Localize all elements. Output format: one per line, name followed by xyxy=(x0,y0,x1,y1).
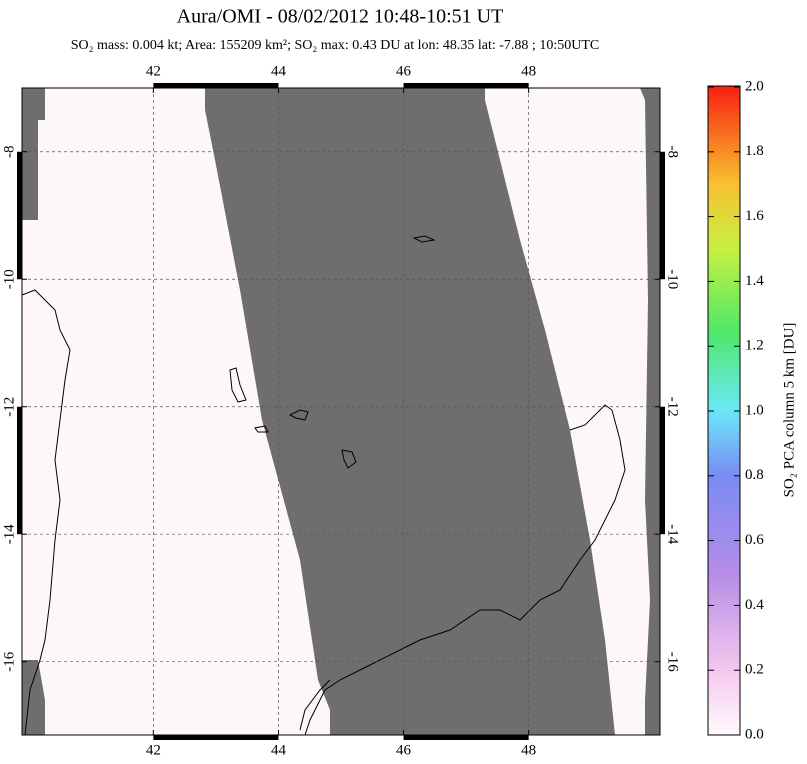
colorbar-tick-label: 1.2 xyxy=(745,338,764,354)
coastline xyxy=(22,235,626,735)
colorbar-tick-label: 1.8 xyxy=(745,143,764,159)
no-data xyxy=(640,88,660,735)
colorbar-label: SO₂ PCA column 5 km [DU] xyxy=(781,323,797,498)
frame-segment xyxy=(403,735,529,740)
y-tick-label: -14 xyxy=(1,524,17,544)
colorbar-tick-label: 0.0 xyxy=(745,726,764,742)
y-tick-label: -12 xyxy=(1,397,17,417)
y-tick-label: -14 xyxy=(665,524,681,544)
y-tick-label: -10 xyxy=(665,269,681,289)
colorbar-tick-label: 1.0 xyxy=(745,402,764,418)
frame-segment xyxy=(153,83,279,88)
frame-segment xyxy=(17,406,22,535)
map-area xyxy=(22,88,660,735)
y-tick-label: -16 xyxy=(1,651,17,671)
no-data xyxy=(22,88,45,220)
x-tick-label: 48 xyxy=(521,63,536,79)
subtitle: SO₂ mass: 0.004 kt; Area: 155209 km²; SO… xyxy=(71,38,599,53)
frame-segment xyxy=(153,735,279,740)
x-tick-label: 48 xyxy=(521,742,536,758)
x-tick-label: 44 xyxy=(271,742,287,758)
title: Aura/OMI - 08/02/2012 10:48-10:51 UT xyxy=(177,6,504,28)
no-data-swath xyxy=(205,88,615,735)
frame-segment xyxy=(660,406,665,535)
no-data xyxy=(22,660,45,735)
colorbar-tick-label: 0.6 xyxy=(745,532,764,548)
x-tick-label: 44 xyxy=(271,63,287,79)
frame-segment xyxy=(660,151,665,280)
colorbar-tick-label: 0.8 xyxy=(745,467,764,483)
y-tick-label: -16 xyxy=(665,652,681,672)
y-tick-label: -10 xyxy=(1,269,17,289)
colorbar-tick-label: 1.4 xyxy=(745,273,764,289)
frame-segment xyxy=(403,83,529,88)
frame-segment xyxy=(17,151,22,280)
colorbar-tick-label: 1.6 xyxy=(745,208,764,224)
colorbar-tick-label: 2.0 xyxy=(745,78,764,94)
colorbar-tick-label: 0.4 xyxy=(745,597,764,613)
y-tick-label: -8 xyxy=(1,145,17,158)
x-tick-label: 42 xyxy=(146,742,161,758)
x-tick-label: 46 xyxy=(396,742,412,758)
x-tick-label: 46 xyxy=(396,63,412,79)
y-tick-label: -8 xyxy=(665,145,681,158)
y-tick-label: -12 xyxy=(665,397,681,417)
colorbar-tick-label: 0.2 xyxy=(745,662,764,678)
x-tick-label: 42 xyxy=(146,63,161,79)
